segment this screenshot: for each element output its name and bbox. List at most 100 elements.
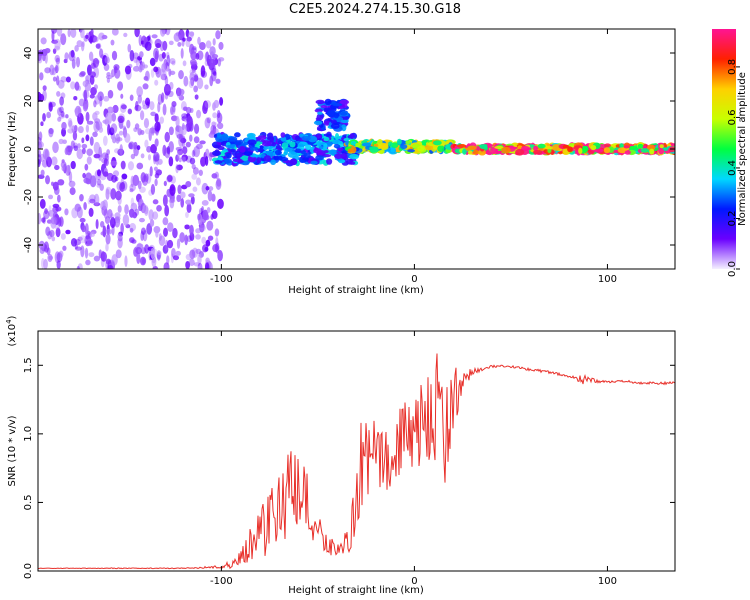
spectrogram-cell — [185, 141, 191, 148]
spectrogram-cell — [102, 225, 107, 238]
spectrogram-cell — [156, 205, 162, 212]
spectrogram-cell — [166, 145, 171, 155]
spectrogram-cell — [138, 64, 143, 73]
spectrogram-cell — [590, 145, 597, 151]
spectrogram-cell — [57, 194, 61, 203]
spectrogram-cell — [38, 93, 45, 102]
spectrogram-cell — [142, 83, 149, 90]
spectrogram-cell — [89, 35, 93, 45]
spectrogram-cell — [201, 200, 209, 206]
spectrogram-cell — [60, 233, 66, 240]
spectrogram-cell — [68, 120, 73, 129]
spectrogram-cell — [136, 162, 144, 170]
spectrogram-cell — [115, 190, 122, 201]
spectrogram-cell — [334, 153, 343, 159]
spectrogram-cell — [101, 152, 109, 160]
spectrogram-cell — [77, 106, 81, 118]
spectrogram-cell — [154, 138, 159, 147]
spectrogram-panel: -100 0 100 -40 -20 0 20 40 Height of straight … — [7, 28, 676, 296]
spectrogram-cell — [99, 48, 104, 58]
spectrogram-cell — [59, 106, 64, 113]
spectrogram-cell — [332, 103, 343, 107]
spectrogram-cell — [323, 150, 329, 154]
spectrogram-cell — [215, 237, 219, 248]
spectrogram-cell — [105, 228, 113, 235]
spectrogram-cell — [105, 243, 109, 252]
spectrogram-cell — [141, 175, 149, 186]
spectrogram-cell — [72, 56, 77, 62]
spectrogram-cell — [124, 204, 129, 215]
spectrogram-cell — [166, 239, 174, 249]
spectrogram-cell — [120, 93, 124, 99]
spectrogram-cell — [191, 173, 198, 180]
snr-y-tick-label: 0.5 — [23, 494, 34, 510]
spectrogram-cell — [54, 54, 61, 63]
spectrogram-cell — [188, 193, 195, 198]
spectrogram-cell — [51, 30, 55, 42]
spectrogram-cell — [547, 148, 552, 153]
spectrogram-cell — [107, 208, 113, 219]
spectrogram-cell — [114, 212, 121, 219]
spectrogram-cell — [186, 115, 193, 128]
spectrogram-cell — [94, 95, 101, 105]
spectrogram-cell — [333, 144, 341, 149]
spectrogram-cell — [50, 156, 58, 166]
spectrogram-cell — [623, 145, 630, 149]
spectrogram-cell — [189, 31, 195, 37]
spectrogram-cell — [266, 136, 275, 141]
spectrogram-cell — [144, 244, 150, 254]
spectrogram-cell — [154, 113, 159, 123]
spectrogram-cell — [178, 94, 185, 101]
spectrogram-cell — [263, 155, 272, 162]
spectrogram-cell — [86, 156, 92, 165]
spectrogram-cell — [81, 41, 85, 48]
spectrogram-cell — [67, 117, 73, 127]
spectrogram-cell — [176, 164, 183, 171]
spectrogram-cell — [185, 180, 192, 188]
spectrogram-cell — [196, 109, 202, 119]
spectrogram-cell — [321, 154, 332, 158]
spectrogram-cell — [194, 94, 199, 100]
spectrogram-y-tick-label: 0 — [23, 146, 34, 152]
spectrogram-cell — [74, 246, 82, 251]
spectrogram-cell — [106, 77, 111, 83]
spectrogram-y-tick-label: 40 — [23, 47, 34, 60]
spectrogram-cell — [123, 32, 128, 38]
spectrogram-cell — [211, 67, 217, 75]
spectrogram-cell — [204, 84, 209, 90]
spectrogram-cell — [70, 49, 75, 58]
spectrogram-cell — [167, 222, 174, 232]
spectrogram-cell — [44, 48, 51, 54]
spectrogram-cell — [144, 128, 151, 135]
spectrogram-cell — [196, 143, 203, 150]
spectrogram-cell — [219, 97, 224, 106]
spectrogram-cell — [658, 148, 665, 155]
spectrogram-cell — [433, 140, 442, 146]
spectrogram-cell — [206, 220, 214, 231]
spectrogram-cell — [188, 258, 195, 267]
spectrogram-cell — [38, 131, 43, 141]
spectrogram-cell — [136, 252, 141, 265]
spectrogram-cell — [158, 235, 166, 247]
spectrogram-cell — [249, 146, 259, 151]
spectrogram-cell — [624, 150, 631, 155]
spectrogram-cell — [211, 210, 218, 219]
spectrogram-cell — [175, 163, 179, 174]
spectrogram-heatmap — [38, 29, 675, 269]
spectrogram-x-tick-label: 100 — [598, 274, 617, 285]
spectrogram-cell — [39, 198, 46, 209]
spectrogram-cell — [206, 117, 212, 124]
spectrogram-cell — [81, 143, 88, 149]
spectrogram-cell — [323, 133, 332, 137]
spectrogram-cell — [95, 43, 101, 49]
colorbar-tick-label: 0.4 — [727, 160, 738, 176]
spectrogram-cell — [310, 160, 318, 165]
spectrogram-cell — [171, 60, 176, 66]
spectrogram-cell — [105, 258, 112, 265]
spectrogram-cell — [199, 140, 206, 145]
spectrogram-cell — [86, 148, 93, 156]
spectrogram-y-ticks: -40 -20 0 20 40 — [23, 47, 675, 253]
spectrogram-cell — [204, 155, 209, 166]
spectrogram-cell — [40, 169, 45, 176]
spectrogram-cell — [129, 94, 134, 101]
